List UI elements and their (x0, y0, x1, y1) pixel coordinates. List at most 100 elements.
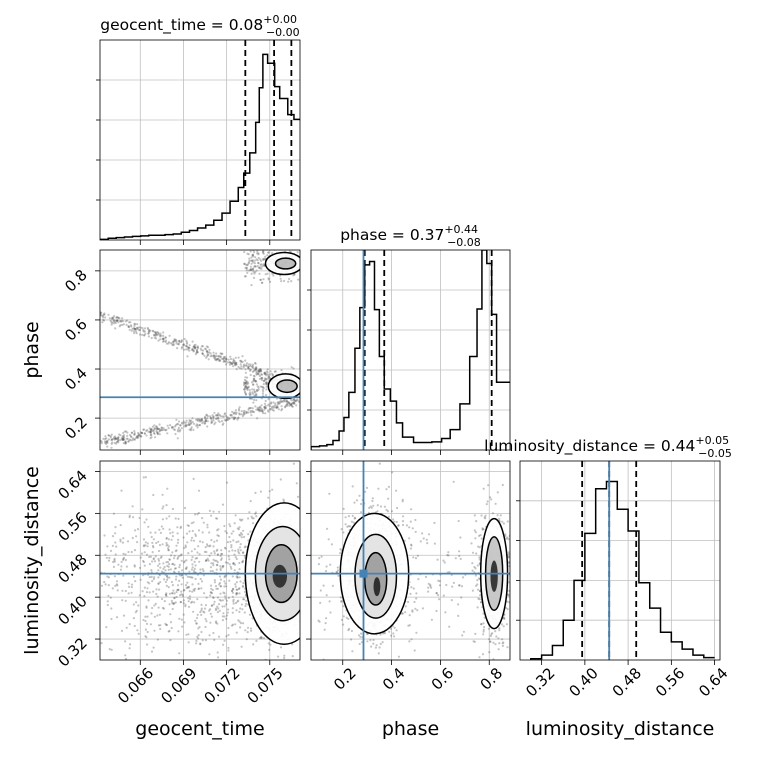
pair-geocent-time-luminosity-distance-point (239, 626, 241, 628)
pair-geocent-time-luminosity-distance-point (210, 515, 212, 517)
pair-phase-luminosity-distance-point (359, 636, 361, 638)
pair-geocent-time-luminosity-distance-point (152, 546, 154, 548)
pair-geocent-time-phase-point (292, 367, 294, 369)
pair-geocent-time-luminosity-distance-point (212, 545, 214, 547)
pair-geocent-time-phase-point (189, 429, 191, 431)
pair-phase-luminosity-distance-point (362, 663, 364, 665)
pair-geocent-time-luminosity-distance-point (193, 570, 195, 572)
pair-phase-luminosity-distance-point (477, 589, 479, 591)
pair-geocent-time-luminosity-distance-point (205, 559, 207, 561)
pair-geocent-time-luminosity-distance-point (241, 603, 243, 605)
pair-geocent-time-phase-point (217, 358, 219, 360)
pair-geocent-time-phase-point (162, 341, 164, 343)
pair-geocent-time-luminosity-distance-point (110, 597, 112, 599)
pair-phase-luminosity-distance-point (351, 521, 353, 523)
pair-geocent-time-phase-point (206, 425, 208, 427)
pair-geocent-time-phase-point (122, 432, 124, 434)
pair-geocent-time-phase-point (261, 409, 263, 411)
pair-geocent-time-luminosity-distance-point (217, 596, 219, 598)
pair-geocent-time-luminosity-distance-point (293, 463, 295, 465)
pair-geocent-time-phase-point (201, 422, 203, 424)
pair-geocent-time-luminosity-distance-point (132, 537, 134, 539)
pair-geocent-time-phase-point (255, 399, 257, 401)
pair-geocent-time-luminosity-distance-point (214, 552, 216, 554)
pair-geocent-time-luminosity-distance-point (223, 580, 225, 582)
pair-geocent-time-luminosity-distance-point (151, 536, 153, 538)
pair-geocent-time-luminosity-distance-point (186, 541, 188, 543)
pair-geocent-time-luminosity-distance-point (154, 560, 156, 562)
pair-geocent-time-phase-point (243, 381, 245, 383)
pair-geocent-time-luminosity-distance-point (173, 603, 175, 605)
pair-geocent-time-phase-point (266, 254, 268, 256)
pair-geocent-time-phase-point (242, 361, 244, 363)
pair-phase-luminosity-distance-point (482, 653, 484, 655)
pair-geocent-time-phase-point (204, 422, 206, 424)
pair-phase-luminosity-distance-point (512, 520, 514, 522)
pair-geocent-time-luminosity-distance-point (188, 606, 190, 608)
pair-geocent-time-luminosity-distance-point (238, 611, 240, 613)
pair-geocent-time-phase-point (121, 317, 123, 319)
pair-phase-luminosity-distance-point (511, 541, 513, 543)
pair-geocent-time-luminosity-distance-point (226, 614, 228, 616)
pair-geocent-time-phase-point (215, 352, 217, 354)
pair-geocent-time-luminosity-distance-point (186, 582, 188, 584)
pair-geocent-time-phase-point (262, 386, 264, 388)
pair-geocent-time-luminosity-distance-point (152, 494, 154, 496)
pair-geocent-time-phase-point (290, 280, 292, 282)
pair-geocent-time-luminosity-distance-point (153, 538, 155, 540)
pair-geocent-time-luminosity-distance-point (209, 634, 211, 636)
pair-geocent-time-luminosity-distance-point (227, 634, 229, 636)
pair-geocent-time-luminosity-distance-point (247, 631, 249, 633)
pair-geocent-time-phase-point (253, 378, 255, 380)
pair-geocent-time-phase-point (245, 364, 247, 366)
pair-geocent-time-phase-point (131, 432, 133, 434)
pair-geocent-time-luminosity-distance-point (223, 525, 225, 527)
pair-geocent-time-luminosity-distance-point (170, 621, 172, 623)
pair-geocent-time-phase-point (207, 354, 209, 356)
pair-geocent-time-luminosity-distance-point (115, 553, 117, 555)
pair-geocent-time-phase-point (255, 393, 257, 395)
pair-geocent-time-luminosity-distance-point (212, 632, 214, 634)
pair-geocent-time-phase-point (168, 427, 170, 429)
pair-geocent-time-phase-point (225, 363, 227, 365)
pair-geocent-time-luminosity-distance-point (129, 643, 131, 645)
pair-geocent-time-luminosity-distance-point (244, 555, 246, 557)
pair-geocent-time-phase-point (281, 401, 283, 403)
pair-geocent-time-phase-point (276, 407, 278, 409)
pair-geocent-time-luminosity-distance-point (229, 525, 231, 527)
pair-geocent-time-luminosity-distance-point (181, 569, 183, 571)
pair-geocent-time-phase-point (144, 327, 146, 329)
pair-geocent-time-luminosity-distance-point (153, 647, 155, 649)
pair-geocent-time-luminosity-distance-point (227, 541, 229, 543)
pair-geocent-time-luminosity-distance-point (190, 576, 192, 578)
pair-geocent-time-phase-point (257, 265, 259, 267)
pair-geocent-time-luminosity-distance-point (111, 649, 113, 651)
pair-phase-luminosity-distance-point (392, 632, 394, 634)
pair-geocent-time-luminosity-distance-point (224, 583, 226, 585)
pair-geocent-time-phase-point (179, 424, 181, 426)
pair-geocent-time-phase-point (108, 438, 110, 440)
pair-geocent-time-luminosity-distance-point (114, 575, 116, 577)
pair-geocent-time-luminosity-distance-point (168, 558, 170, 560)
pair-geocent-time-luminosity-distance-point (131, 584, 133, 586)
pair-geocent-time-luminosity-distance-point (177, 518, 179, 520)
pair-geocent-time-phase-point (250, 256, 252, 258)
pair-geocent-time-phase-point (159, 335, 161, 337)
pair-geocent-time-luminosity-distance-point (306, 582, 308, 584)
pair-geocent-time-phase-point (253, 251, 255, 253)
pair-geocent-time-phase-point (227, 419, 229, 421)
pair-geocent-time-luminosity-distance-point (131, 592, 133, 594)
pair-geocent-time-luminosity-distance-point (209, 555, 211, 557)
pair-geocent-time-luminosity-distance-point (144, 620, 146, 622)
pair-geocent-time-luminosity-distance-point (108, 560, 110, 562)
pair-geocent-time-phase-point (267, 273, 269, 275)
pair-geocent-time-luminosity-distance-point (162, 543, 164, 545)
pair-geocent-time-phase-point (153, 432, 155, 434)
pair-geocent-time-luminosity-distance-point (188, 571, 190, 573)
pair-geocent-time-phase-point (252, 407, 254, 409)
pair-geocent-time-luminosity-distance-point (191, 522, 193, 524)
pair-geocent-time-luminosity-distance-point (217, 651, 219, 653)
pair-geocent-time-phase-point (117, 437, 119, 439)
pair-phase-luminosity-distance-point (372, 497, 374, 499)
